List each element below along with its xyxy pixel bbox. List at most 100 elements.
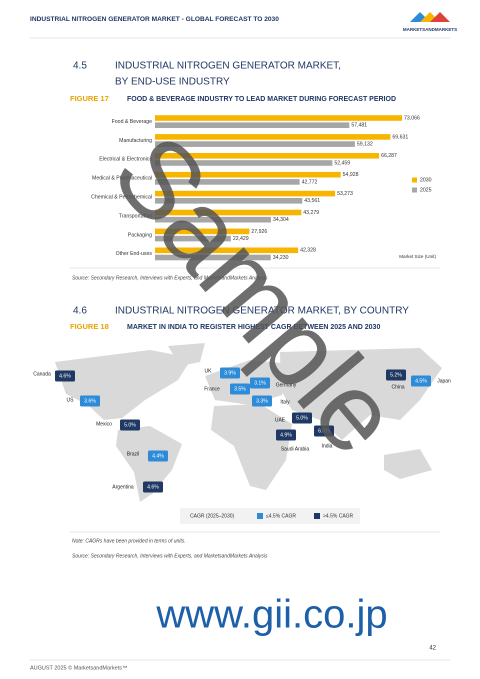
bar — [155, 254, 271, 261]
unit-note: Market Size (Unit) — [399, 254, 436, 259]
value-label: 22,429 — [233, 236, 249, 242]
category-label: Other End-uses — [116, 251, 153, 257]
value-label: 73,066 — [404, 115, 420, 121]
cagr-value: 4.6% — [147, 484, 159, 490]
legend-swatch — [412, 177, 417, 183]
bar — [155, 153, 380, 159]
value-label: 54,928 — [343, 172, 359, 178]
cagr-badge — [143, 481, 163, 493]
bar — [155, 122, 350, 128]
header-title: INDUSTRIAL NITROGEN GENERATOR MARKET - G… — [30, 16, 279, 23]
value-label: 69,631 — [392, 134, 408, 140]
cagr-value: 6.0% — [318, 428, 330, 434]
bar — [155, 141, 355, 147]
logo-icon — [410, 12, 450, 22]
cagr-value: 3.9% — [224, 370, 236, 376]
section-title: BY END-USE INDUSTRY — [115, 77, 230, 88]
country-label: Brazil — [127, 451, 140, 457]
category-label: Food & Beverage — [112, 119, 152, 125]
bar — [155, 190, 336, 197]
cagr-value: 4.9% — [280, 432, 292, 438]
bar — [155, 115, 402, 121]
value-label: 27,926 — [251, 229, 267, 235]
bar — [155, 247, 299, 254]
country-label: Argentina — [112, 484, 134, 490]
country-label: US — [67, 397, 75, 403]
bar — [155, 228, 250, 235]
cagr-badge — [55, 370, 75, 382]
cagr-badge — [230, 383, 250, 395]
bar — [155, 171, 341, 178]
figure-title: FOOD & BEVERAGE INDUSTRY TO LEAD MARKET … — [127, 96, 396, 103]
bar — [155, 235, 231, 242]
bar — [155, 209, 302, 216]
bar — [155, 198, 303, 204]
cagr-badge — [80, 395, 100, 407]
country-markers: Canada 4.6% US 3.6% Mexico 5.0% Brazil 4.4% Arge… — [33, 367, 451, 493]
cagr-badge — [276, 429, 296, 441]
figure-title: MARKET IN INDIA TO REGISTER HIGHEST CAGR… — [127, 324, 380, 331]
figure-label: FIGURE 17 — [70, 94, 109, 103]
cagr-badge — [292, 412, 312, 424]
legend-swatch — [412, 187, 417, 193]
legend-label: ≤4.5% CAGR — [266, 513, 296, 519]
figure-label: FIGURE 18 — [70, 322, 109, 331]
country-label: Saudi Arabia — [281, 446, 310, 452]
country-label: India — [322, 443, 333, 449]
note: Note: CAGRs have been provided in terms … — [72, 538, 186, 544]
section-number: 4.6 — [73, 306, 87, 317]
bar — [155, 179, 300, 185]
source: Source: Secondary Research, Interviews w… — [72, 275, 268, 281]
country-label: Italy — [280, 399, 290, 405]
bar — [155, 216, 271, 223]
value-label: 42,328 — [300, 248, 316, 254]
legend-label: >4.5% CAGR — [323, 513, 354, 519]
cagr-value: 3.6% — [84, 398, 96, 404]
category-label: Manufacturing — [119, 138, 152, 144]
cagr-badge — [314, 425, 334, 437]
cagr-badge — [411, 375, 431, 387]
legend-swatch — [314, 513, 320, 519]
legend-label: 2030 — [420, 177, 432, 183]
cagr-badge — [250, 377, 270, 389]
value-label: 43,279 — [303, 210, 319, 216]
country-label: Japan — [437, 378, 451, 384]
legend-title: CAGR (2025–2030) — [190, 513, 235, 519]
page-number: 42 — [429, 646, 436, 652]
country-label: Germany — [276, 382, 297, 388]
cagr-value: 3.3% — [256, 398, 268, 404]
value-label: 43,561 — [304, 198, 320, 204]
legend-label: 2025 — [420, 187, 432, 193]
section-title: INDUSTRIAL NITROGEN GENERATOR MARKET, — [115, 61, 341, 72]
country-label: Canada — [33, 371, 51, 377]
country-label: UK — [205, 368, 213, 374]
value-label: 57,481 — [351, 123, 367, 129]
legend-box — [180, 508, 360, 524]
value-label: 52,459 — [334, 160, 350, 166]
logo-text: MARKETSANDMARKETS — [403, 27, 457, 32]
cagr-value: 5.2% — [390, 372, 402, 378]
category-label: Transportation — [119, 213, 152, 219]
category-label: Medical & Pharmaceutical — [92, 176, 152, 182]
cagr-badge — [148, 450, 168, 462]
country-label: France — [204, 386, 220, 392]
footer-text: AUGUST 2025 © MarketsandMarkets™ — [30, 664, 128, 671]
map-legend: ≤4.5% CAGR >4.5% CAGR — [257, 513, 354, 519]
watermark-site: www.gii.co.jp — [155, 593, 387, 637]
cagr-value: 4.5% — [415, 378, 427, 384]
cagr-value: 4.4% — [152, 453, 164, 459]
cagr-badge — [120, 419, 140, 431]
cagr-value: 4.6% — [59, 373, 71, 379]
country-label: China — [391, 384, 404, 390]
value-label: 66,287 — [381, 153, 397, 159]
section-title: INDUSTRIAL NITROGEN GENERATOR MARKET, BY… — [115, 306, 409, 317]
value-label: 34,304 — [273, 217, 289, 223]
bar — [155, 160, 333, 166]
value-label: 59,132 — [357, 141, 373, 147]
bar-chart: Food & Beverage 73,066 57,481 Manufacturing… — [91, 115, 432, 261]
cagr-value: 5.0% — [296, 415, 308, 421]
legend-swatch — [257, 513, 263, 519]
category-label: Electrical & Electronics — [99, 157, 152, 163]
value-label: 42,772 — [302, 179, 318, 185]
